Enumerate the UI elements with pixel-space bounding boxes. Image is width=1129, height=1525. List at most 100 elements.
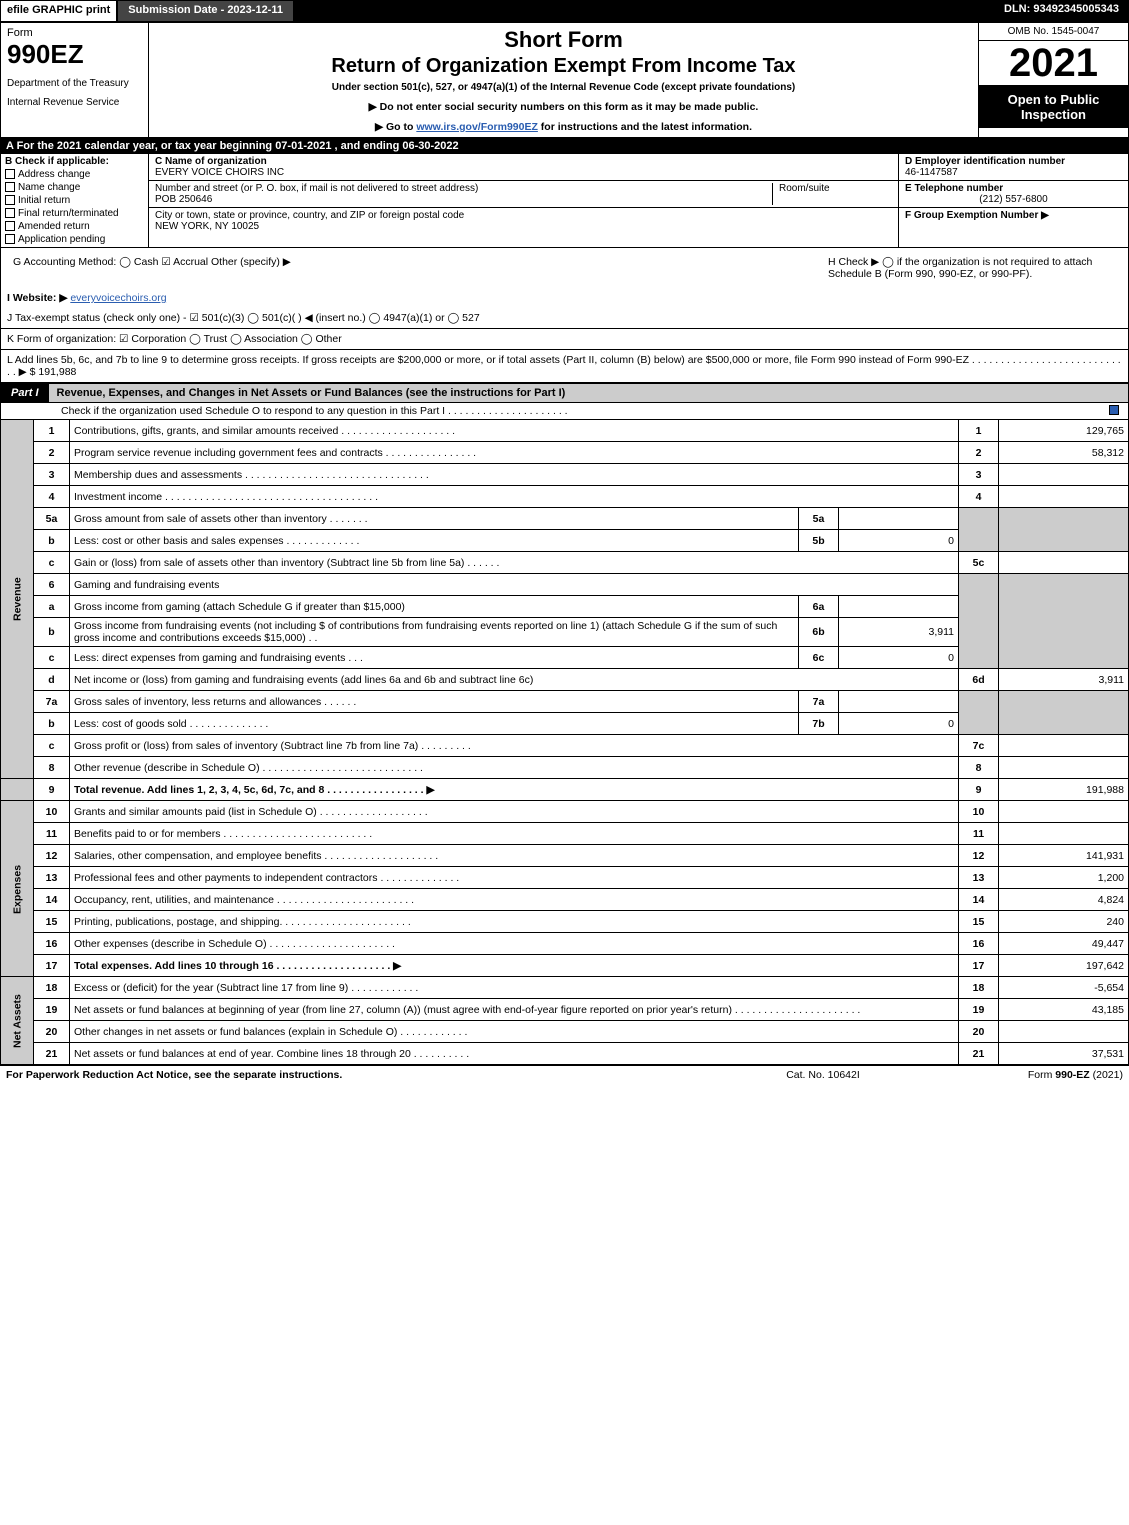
omb-number: OMB No. 1545-0047 xyxy=(979,23,1128,41)
line-5c-box: 5c xyxy=(959,552,999,574)
instr-goto-prefix: ▶ Go to xyxy=(375,121,416,133)
line-8-no: 8 xyxy=(34,757,70,779)
line-7b-desc: Less: cost of goods sold . . . . . . . .… xyxy=(70,713,799,735)
chk-name-change[interactable]: Name change xyxy=(5,182,144,193)
chk-application-pending[interactable]: Application pending xyxy=(5,234,144,245)
line-11-desc: Benefits paid to or for members . . . . … xyxy=(70,823,959,845)
line-6-desc: Gaming and fundraising events xyxy=(70,574,959,596)
line-14-amount: 4,824 xyxy=(999,889,1129,911)
expenses-vertical-label: Expenses xyxy=(1,801,34,977)
chk-final-return[interactable]: Final return/terminated xyxy=(5,208,144,219)
line-2-no: 2 xyxy=(34,442,70,464)
row-a-tax-year: A For the 2021 calendar year, or tax yea… xyxy=(0,138,1129,154)
c-name-value: EVERY VOICE CHOIRS INC xyxy=(155,167,284,178)
addr-label: Number and street (or P. O. box, if mail… xyxy=(155,183,478,194)
chk-address-change[interactable]: Address change xyxy=(5,169,144,180)
line-19-no: 19 xyxy=(34,999,70,1021)
line-3-desc: Membership dues and assessments . . . . … xyxy=(70,464,959,486)
line-13-amount: 1,200 xyxy=(999,867,1129,889)
h-schedule-b-check: H Check ▶ ◯ if the organization is not r… xyxy=(822,252,1122,284)
line-6b-sub: 6b xyxy=(799,618,839,647)
line-7b-no: b xyxy=(34,713,70,735)
j-tax-exempt-status: J Tax-exempt status (check only one) - ☑… xyxy=(0,308,1129,329)
line-5c-amount xyxy=(999,552,1129,574)
form-label: Form xyxy=(7,27,142,39)
line-6d-box: 6d xyxy=(959,669,999,691)
efile-print-button[interactable]: efile GRAPHIC print xyxy=(0,0,117,22)
line-4-box: 4 xyxy=(959,486,999,508)
line-2-desc: Program service revenue including govern… xyxy=(70,442,959,464)
d-ein-value: 46-1147587 xyxy=(905,167,958,178)
line-15-amount: 240 xyxy=(999,911,1129,933)
part-i-schedule-o-check[interactable] xyxy=(1109,405,1119,415)
l-gross-receipts: L Add lines 5b, 6c, and 7b to line 9 to … xyxy=(0,350,1129,383)
line-6a-subval xyxy=(839,596,959,618)
net-assets-vertical-label: Net Assets xyxy=(1,977,34,1065)
line-6c-no: c xyxy=(34,647,70,669)
line-4-no: 4 xyxy=(34,486,70,508)
line-5a-no: 5a xyxy=(34,508,70,530)
line-6b-no: b xyxy=(34,618,70,647)
line-21-desc: Net assets or fund balances at end of ye… xyxy=(70,1043,959,1065)
inspection-label: Inspection xyxy=(983,107,1124,122)
part-i-label: Part I xyxy=(1,384,49,402)
line-6d-no: d xyxy=(34,669,70,691)
i-website-link[interactable]: everyvoicechoirs.org xyxy=(70,292,166,304)
line-8-box: 8 xyxy=(959,757,999,779)
line-3-box: 3 xyxy=(959,464,999,486)
line-18-amount: -5,654 xyxy=(999,977,1129,999)
line-15-desc: Printing, publications, postage, and shi… xyxy=(70,911,959,933)
city-value: NEW YORK, NY 10025 xyxy=(155,221,259,232)
part-i-check-line: Check if the organization used Schedule … xyxy=(61,405,1109,417)
room-suite-label: Room/suite xyxy=(772,183,892,205)
submission-date: Submission Date - 2023-12-11 xyxy=(117,0,294,22)
chk-amended-return[interactable]: Amended return xyxy=(5,221,144,232)
section-b-through-f: B Check if applicable: Address change Na… xyxy=(0,154,1129,248)
line-4-amount xyxy=(999,486,1129,508)
line-6c-desc: Less: direct expenses from gaming and fu… xyxy=(70,647,799,669)
line-10-no: 10 xyxy=(34,801,70,823)
open-public: Open to Public xyxy=(983,92,1124,107)
d-ein-label: D Employer identification number xyxy=(905,156,1065,167)
line-21-box: 21 xyxy=(959,1043,999,1065)
line-19-amount: 43,185 xyxy=(999,999,1129,1021)
line-6-no: 6 xyxy=(34,574,70,596)
irs-link[interactable]: www.irs.gov/Form990EZ xyxy=(416,121,538,133)
line-18-box: 18 xyxy=(959,977,999,999)
line-14-box: 14 xyxy=(959,889,999,911)
line-2-amount: 58,312 xyxy=(999,442,1129,464)
line-7a-no: 7a xyxy=(34,691,70,713)
line-20-amount xyxy=(999,1021,1129,1043)
line-15-box: 15 xyxy=(959,911,999,933)
line-6c-subval: 0 xyxy=(839,647,959,669)
line-7b-subval: 0 xyxy=(839,713,959,735)
line-10-box: 10 xyxy=(959,801,999,823)
line-16-desc: Other expenses (describe in Schedule O) … xyxy=(70,933,959,955)
line-21-no: 21 xyxy=(34,1043,70,1065)
chk-initial-return[interactable]: Initial return xyxy=(5,195,144,206)
line-9-box: 9 xyxy=(959,779,999,801)
form-header: Form 990EZ Department of the Treasury In… xyxy=(0,22,1129,138)
open-inspection: Open to Public Inspection xyxy=(979,86,1128,128)
line-12-box: 12 xyxy=(959,845,999,867)
i-website-label: I Website: ▶ xyxy=(7,292,67,304)
e-tel-label: E Telephone number xyxy=(905,183,1003,194)
line-6a-no: a xyxy=(34,596,70,618)
line-5b-desc: Less: cost or other basis and sales expe… xyxy=(70,530,799,552)
line-7c-no: c xyxy=(34,735,70,757)
line-17-no: 17 xyxy=(34,955,70,977)
revenue-vertical-label: Revenue xyxy=(1,420,34,779)
line-7a-desc: Gross sales of inventory, less returns a… xyxy=(70,691,799,713)
line-5a-subval xyxy=(839,508,959,530)
instr-goto-suffix: for instructions and the latest informat… xyxy=(538,121,752,133)
line-20-no: 20 xyxy=(34,1021,70,1043)
f-group-label: F Group Exemption Number ▶ xyxy=(905,210,1049,221)
line-1-amount: 129,765 xyxy=(999,420,1129,442)
line-9-desc: Total revenue. Add lines 1, 2, 3, 4, 5c,… xyxy=(70,779,959,801)
line-10-amount xyxy=(999,801,1129,823)
line-18-no: 18 xyxy=(34,977,70,999)
b-check-label: B Check if applicable: xyxy=(5,156,144,167)
addr-value: POB 250646 xyxy=(155,194,212,205)
form-number: 990EZ xyxy=(7,39,142,70)
line-8-amount xyxy=(999,757,1129,779)
